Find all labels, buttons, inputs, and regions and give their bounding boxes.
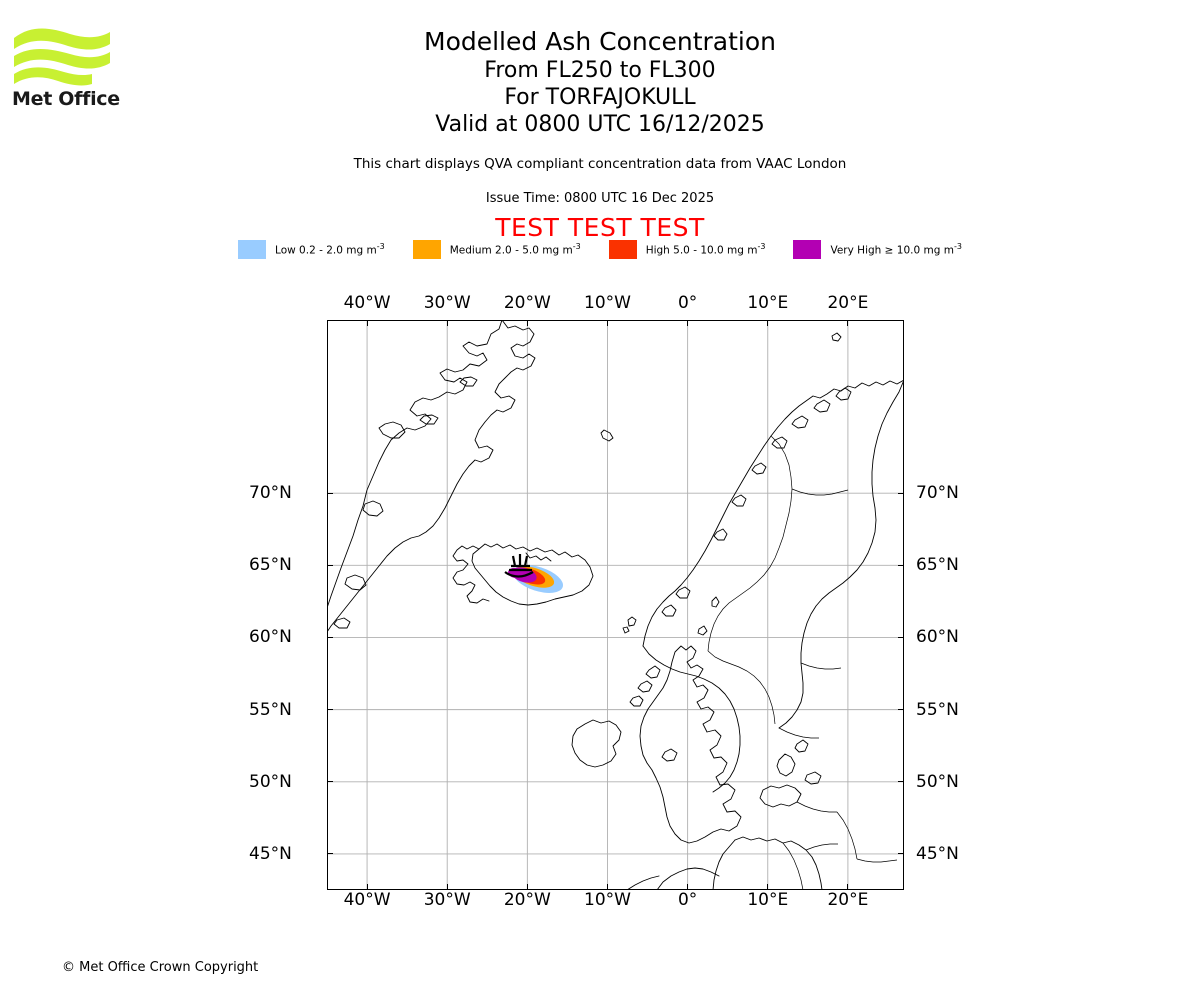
latitude-tick-left-0: 45°N xyxy=(249,843,292,864)
longitude-tickmark xyxy=(366,320,368,326)
volcano-marker-icon xyxy=(509,554,532,572)
legend-label-high: High 5.0 - 10.0 mg m-3 xyxy=(645,242,766,257)
legend-item-very-high: Very High ≥ 10.0 mg m-3 xyxy=(793,240,962,259)
longitude-tickmark xyxy=(606,320,608,326)
jan-mayen-island xyxy=(600,429,614,442)
latitude-tick-right-1: 50°N xyxy=(916,771,959,792)
longitude-tickmark xyxy=(366,884,368,890)
longitude-tickmark xyxy=(767,884,769,890)
latitude-tickmark xyxy=(327,564,333,566)
longitude-tickmark xyxy=(847,884,849,890)
latitude-tick-right-0: 45°N xyxy=(916,843,959,864)
legend-item-low: Low 0.2 - 2.0 mg m-3 xyxy=(238,240,385,259)
latitude-tickmark xyxy=(898,853,904,855)
legend-label-low: Low 0.2 - 2.0 mg m-3 xyxy=(275,242,385,257)
latitude-tick-right-4: 65°N xyxy=(916,555,959,576)
iceland-coastline xyxy=(452,543,594,606)
longitude-tick-bot-0: 40°W xyxy=(343,890,391,910)
latitude-tickmark xyxy=(327,636,333,638)
latitude-tick-left-5: 70°N xyxy=(249,483,292,504)
latitude-tickmark xyxy=(327,492,333,494)
longitude-tickmark xyxy=(847,320,849,326)
faroe-islands-south xyxy=(622,626,630,634)
ireland-coastline xyxy=(571,719,622,768)
longitude-tickmark xyxy=(446,884,448,890)
great-britain-coastline xyxy=(629,645,742,844)
longitude-tickmark xyxy=(526,320,528,326)
longitude-tick-bot-2: 20°W xyxy=(503,890,551,910)
latitude-tick-right-3: 60°N xyxy=(916,627,959,648)
legend-label-very-high: Very High ≥ 10.0 mg m-3 xyxy=(830,242,962,257)
latitude-tickmark xyxy=(327,709,333,711)
longitude-tickmark xyxy=(767,320,769,326)
page-title: Modelled Ash Concentration xyxy=(424,27,776,56)
valid-time-line: Valid at 0800 UTC 16/12/2025 xyxy=(435,112,765,137)
test-banner: TEST TEST TEST xyxy=(495,213,705,242)
volcano-line: For TORFAJOKULL xyxy=(504,85,696,110)
faroe-islands xyxy=(627,616,637,627)
legend-item-high: High 5.0 - 10.0 mg m-3 xyxy=(608,240,766,259)
continental-europe-coastline xyxy=(626,836,823,890)
longitude-tickmark xyxy=(446,320,448,326)
longitude-tick-top-4: 0° xyxy=(677,293,698,313)
latitude-tick-left-1: 50°N xyxy=(249,771,292,792)
longitude-tick-bot-4: 0° xyxy=(677,890,698,910)
map-frame-border xyxy=(327,320,904,890)
latitude-tickmark xyxy=(898,492,904,494)
longitude-tickmark xyxy=(606,884,608,890)
concentration-legend: Low 0.2 - 2.0 mg m-3 Medium 2.0 - 5.0 mg… xyxy=(0,240,1200,259)
longitude-tick-top-0: 40°W xyxy=(343,293,391,313)
latitude-tickmark xyxy=(327,853,333,855)
svalbard-island xyxy=(831,332,842,342)
disclaimer-text: This chart displays QVA compliant concen… xyxy=(353,156,847,172)
longitude-tick-top-1: 30°W xyxy=(423,293,471,313)
legend-item-medium: Medium 2.0 - 5.0 mg m-3 xyxy=(412,240,581,259)
orkney-islands xyxy=(697,625,708,636)
latitude-tick-left-4: 65°N xyxy=(249,555,292,576)
met-office-logo: Met Office xyxy=(12,22,122,114)
longitude-tickmark xyxy=(687,320,689,326)
latitude-tick-right-2: 55°N xyxy=(916,699,959,720)
latitude-tick-left-2: 55°N xyxy=(249,699,292,720)
latitude-tickmark xyxy=(898,636,904,638)
longitude-tick-top-5: 10°E xyxy=(747,293,789,313)
ash-concentration-map xyxy=(327,320,904,890)
latitude-tick-right-5: 70°N xyxy=(916,483,959,504)
longitude-tick-top-2: 20°W xyxy=(503,293,551,313)
copyright-text: © Met Office Crown Copyright xyxy=(62,960,259,975)
longitude-tickmark xyxy=(687,884,689,890)
logo-wordmark: Met Office xyxy=(12,88,120,110)
longitude-tick-bot-6: 20°E xyxy=(827,890,869,910)
legend-swatch-low xyxy=(238,240,267,259)
longitude-tick-top-6: 20°E xyxy=(827,293,869,313)
latitude-tickmark xyxy=(898,781,904,783)
greenland-coastline xyxy=(327,320,536,633)
legend-label-medium: Medium 2.0 - 5.0 mg m-3 xyxy=(449,242,581,257)
legend-swatch-high xyxy=(608,240,637,259)
issue-time-text: Issue Time: 0800 UTC 16 Dec 2025 xyxy=(485,191,715,206)
latitude-tickmark xyxy=(898,709,904,711)
political-borders xyxy=(707,435,898,890)
logo-waves-icon xyxy=(14,28,110,86)
legend-swatch-medium xyxy=(412,240,441,259)
longitude-tick-bot-5: 10°E xyxy=(747,890,789,910)
title-block: Modelled Ash Concentration From FL250 to… xyxy=(0,26,1200,138)
shetland-islands xyxy=(711,596,720,608)
legend-swatch-very-high xyxy=(793,240,822,259)
latitude-tickmark xyxy=(898,564,904,566)
map-plot-area xyxy=(327,320,904,890)
longitude-tick-top-3: 10°W xyxy=(584,293,631,313)
latitude-tick-left-3: 60°N xyxy=(249,627,292,648)
longitude-tick-bot-3: 10°W xyxy=(584,890,631,910)
longitude-tick-bot-1: 30°W xyxy=(423,890,471,910)
longitude-tickmark xyxy=(526,884,528,890)
scandinavia-coastline xyxy=(642,379,904,793)
flight-level-line: From FL250 to FL300 xyxy=(484,58,716,83)
volcano-base-line xyxy=(504,571,534,578)
latitude-tickmark xyxy=(327,781,333,783)
